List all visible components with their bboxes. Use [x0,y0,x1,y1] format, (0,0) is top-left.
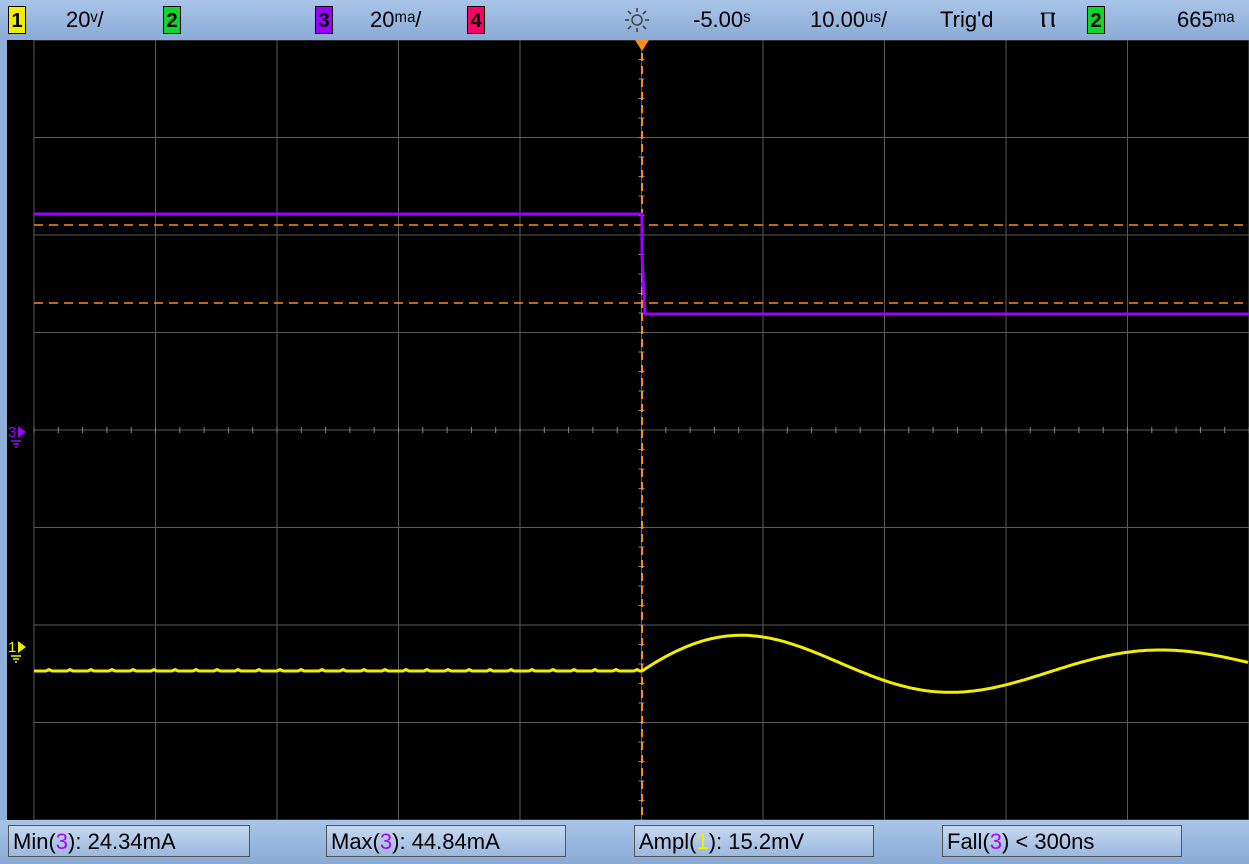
trigger-status: Trig'd [940,7,994,32]
measurement-min-value: ): 24.34mA [68,829,176,854]
channel-3-ground-marker-arrow [18,426,26,438]
status-bar: 1 20ᵛ/ 2 3 20ᵐᵃ/ 4 -5.00ˢ 10.00ᵘˢ/ Trig'… [0,0,1249,40]
measurement-max-channel: 3 [379,829,393,854]
measurement-fall[interactable]: Fall(3) < 300ns [942,825,1182,857]
acquisition-icon[interactable] [623,6,651,34]
channel-3-ground-marker-label: 3 [8,424,16,441]
measurement-ampl-value: ): 15.2mV [708,829,805,854]
trigger-position-marker [635,40,649,51]
channel-3-scale[interactable]: 20ᵐᵃ/ [370,7,422,32]
channel-4-button[interactable]: 4 [467,6,485,34]
horizontal-delay[interactable]: -5.00ˢ [693,7,751,32]
measurement-fall-channel: 3 [989,829,1003,854]
channel-2-button[interactable]: 2 [163,6,181,34]
measurement-min[interactable]: Min(3): 24.34mA [8,825,250,857]
channel-3-ground-marker[interactable]: 3 [8,424,26,448]
measurement-min-label: Min( [13,829,56,854]
channel-1-button[interactable]: 1 [8,6,26,34]
measurement-ampl[interactable]: Ampl(1): 15.2mV [634,825,874,857]
measurement-ampl-channel: 1 [696,829,709,854]
trigger-level[interactable]: 665ᵐᵃ [1177,7,1235,32]
measurement-bar: Min(3): 24.34mA Max(3): 44.84mA Ampl(1):… [0,820,1249,864]
waveform-graticule: 31 [8,40,1249,820]
measurement-max-label: Max( [331,829,380,854]
channel-1-ground-marker[interactable]: 1 [8,639,26,663]
channel-1-ground-marker-label: 1 [8,639,16,656]
channel-3-button[interactable]: 3 [315,6,333,34]
trigger-slope-icon[interactable]: Ⲡ [1040,7,1056,32]
measurement-fall-value: ) < 300ns [1002,829,1095,854]
measurement-ampl-label: Ampl( [639,829,697,854]
channel-1-scale[interactable]: 20ᵛ/ [66,7,104,32]
measurement-fall-label: Fall( [947,829,990,854]
channel-1-trace [34,633,1249,694]
channel-1-ground-marker-arrow [18,641,26,653]
measurement-max[interactable]: Max(3): 44.84mA [326,825,566,857]
measurement-max-value: ): 44.84mA [392,829,500,854]
channel-3-trace [34,212,1249,316]
timebase-scale[interactable]: 10.00ᵘˢ/ [810,7,888,32]
measurement-min-channel: 3 [55,829,69,854]
trigger-source-button[interactable]: 2 [1087,6,1105,34]
